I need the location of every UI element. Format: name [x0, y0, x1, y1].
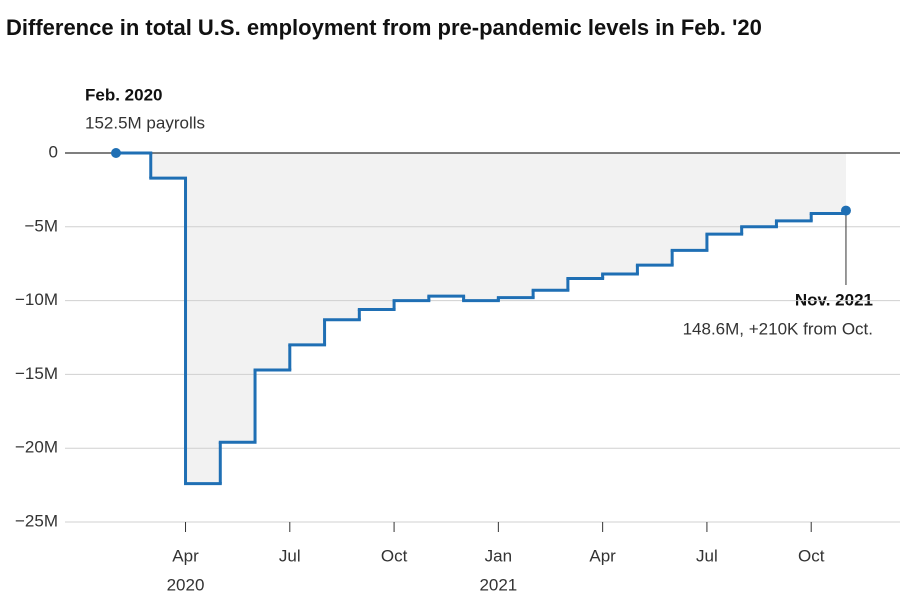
x-year-label: 2020: [167, 575, 205, 594]
chart-title: Difference in total U.S. employment from…: [6, 15, 762, 40]
annotation-text: 148.6M, +210K from Oct.: [683, 319, 873, 338]
y-tick-label: −10M: [15, 290, 58, 309]
point: [111, 148, 121, 158]
x-tick-label: Oct: [798, 546, 825, 565]
x-tick-label: Oct: [381, 546, 408, 565]
y-tick-label: −15M: [15, 364, 58, 383]
annotation-title: Nov. 2021: [795, 290, 873, 309]
annotation-title: Feb. 2020: [85, 85, 163, 104]
x-tick-label: Jan: [485, 546, 512, 565]
annotation-text: 152.5M payrolls: [85, 113, 205, 132]
x-year-label: 2021: [479, 575, 517, 594]
y-tick-label: −5M: [24, 216, 58, 235]
x-tick-label: Jul: [696, 546, 718, 565]
y-tick-label: −25M: [15, 511, 58, 530]
x-tick-label: Jul: [279, 546, 301, 565]
y-tick-label: −20M: [15, 438, 58, 457]
point: [840, 205, 851, 216]
x-tick-label: Apr: [589, 546, 616, 565]
x-tick-label: Apr: [172, 546, 199, 565]
y-tick-label: 0: [49, 142, 58, 161]
area: [116, 153, 846, 484]
